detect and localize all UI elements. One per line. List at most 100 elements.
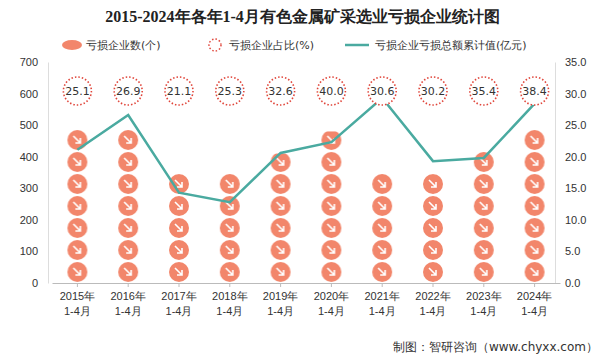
y2-tick-label: 20.0 [565,151,586,163]
y2-axis: 0.0 5.0 10.0 15.0 20.0 25.0 30.0 35.0 [555,56,586,289]
y2-tick-label: 10.0 [565,214,586,226]
x-tick: 2019年1-4月 [263,283,298,317]
annotation: 制图：智研咨询（www.chyxx.com） [393,340,598,354]
bar [117,128,139,283]
y2-tick-label: 35.0 [565,56,586,68]
y2-tick: 20.0 [555,151,586,163]
y-tick-label: 500 [20,119,38,131]
y-tick-label: 200 [20,214,38,226]
percent-marker [368,77,396,105]
y2-tick: 30.0 [555,88,586,100]
x-tick-label: 2019年1-4月 [263,290,298,317]
y-tick: 500 [20,119,48,131]
y-tick-label: 400 [20,151,38,163]
y2-tick-label: 0.0 [565,277,580,289]
x-tick-mark [534,283,535,287]
x-tick: 2017年1-4月 [161,283,196,317]
percent-marker [317,77,345,105]
x-tick: 2022年1-4月 [415,283,450,317]
y2-tick-label: 5.0 [565,245,580,257]
percent-marker [114,77,142,105]
chart: 2015-2024年各年1-4月有色金属矿采选业亏损企业统计图010020030… [0,0,605,360]
y2-tick: 15.0 [555,182,586,194]
x-tick-label: 2024年1-4月 [517,290,552,317]
legend-item: 亏损企业亏损总额累计值(亿元) [345,39,527,52]
y2-axis-line [555,63,556,284]
x-tick: 2020年1-4月 [314,283,349,317]
x-tick: 2023年1-4月 [466,283,501,317]
y-tick-label: 0 [32,277,38,289]
x-tick-mark [382,283,383,287]
x-tick-label: 2023年1-4月 [466,290,501,317]
x-tick-mark [433,283,434,287]
data-label: 35.4 [472,85,497,98]
legend-label: 亏损企业亏损总额累计值(亿元) [375,39,527,52]
data-label: 25.3 [218,85,243,98]
y-tick-label: 100 [20,245,38,257]
data-label: 30.2 [421,85,446,98]
x-tick-mark [229,283,230,287]
y2-tick: 5.0 [555,245,580,257]
y2-tick: 35.0 [555,56,586,68]
legend-item: 亏损企业占比(%) [209,39,314,52]
percent-marker [521,77,549,105]
percent-marker [165,77,193,105]
bar [270,154,292,283]
x-tick-mark [77,283,78,287]
y-tick: 700 [20,56,48,68]
y-tick: 300 [20,182,48,194]
bar [320,131,342,283]
x-tick: 2015年1-4月 [60,283,95,317]
x-tick-label: 2021年1-4月 [364,290,399,317]
x-tick-label: 2018年1-4月 [212,290,247,317]
data-label: 32.6 [268,85,293,98]
y2-tick: 10.0 [555,214,586,226]
y-tick-label: 600 [20,88,38,100]
legend-swatch [345,44,369,47]
y-axis-line [48,63,49,284]
background [0,0,605,360]
x-tick-mark [280,283,281,287]
bar [524,128,546,283]
y2-tick-label: 25.0 [565,119,586,131]
data-label: 21.1 [167,85,192,98]
bar [473,152,495,283]
data-label: 38.4 [522,85,547,98]
x-tick-mark [331,283,332,287]
legend-label: 亏损企业占比(%) [229,39,314,52]
percent-marker [419,77,447,105]
x-tick-mark [128,283,129,287]
bar [66,130,88,283]
data-label: 25.1 [65,85,90,98]
bar [422,174,444,283]
data-label: 30.6 [370,85,395,98]
x-tick-label: 2020年1-4月 [314,290,349,317]
x-axis: 2015年1-4月 2016年1-4月 2017年1-4月 2018年1-4月 2019… [53,283,561,317]
percent-markers: 25.126.921.125.332.640.030.630.235.438.4 [63,77,548,105]
x-tick-label: 2015年1-4月 [60,290,95,317]
line [77,98,534,202]
y-tick-label: 700 [20,56,38,68]
plot-area [66,98,545,283]
percent-marker [63,77,91,105]
bar [219,173,241,284]
x-tick: 2016年1-4月 [110,283,145,317]
y-tick: 100 [20,245,48,257]
y2-tick-label: 15.0 [565,182,586,194]
x-tick-mark [483,283,484,287]
x-tick: 2024年1-4月 [517,283,552,317]
legend-swatch [209,39,221,51]
x-tick: 2021年1-4月 [364,283,399,317]
legend-item: 亏损企业数(个) [62,39,161,52]
legend: 亏损企业数(个) 亏损企业占比(%) 亏损企业亏损总额累计值(亿元) [62,39,527,52]
y-tick: 400 [20,151,48,163]
x-tick: 2018年1-4月 [212,283,247,317]
x-tick-label: 2016年1-4月 [110,290,145,317]
bar [371,173,393,284]
percent-marker [216,77,244,105]
data-label: 26.9 [116,85,141,98]
y-tick: 0 [32,277,48,289]
y-tick: 600 [20,88,48,100]
y-axis: 0 100 200 300 400 500 600 700 [20,56,49,289]
y2-tick-label: 30.0 [565,88,586,100]
